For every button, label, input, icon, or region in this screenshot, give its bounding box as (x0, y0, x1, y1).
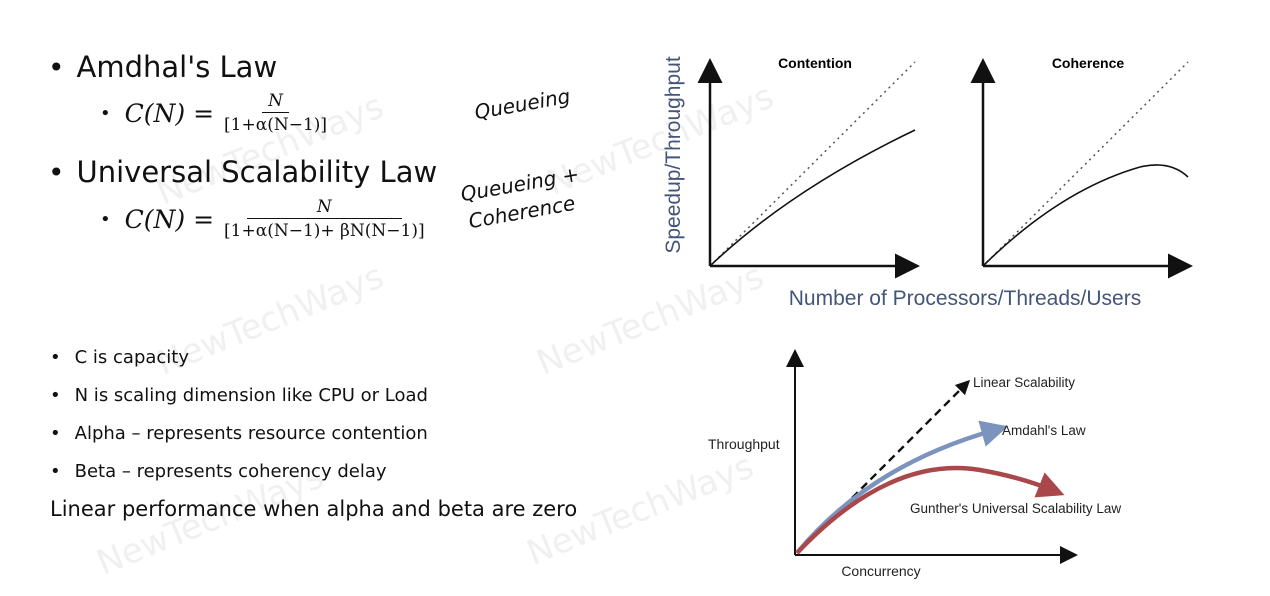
amdahl-law-title: Amdhal's Law (76, 50, 278, 84)
amdahl-fraction: N [1+α(N−1)] (224, 90, 327, 137)
definition-item: • N is scaling dimension like CPU or Load (50, 384, 428, 406)
definition-text: Beta – represents coherency delay (74, 460, 387, 482)
usl-label: Gunther's Universal Scalability Law (910, 501, 1121, 516)
amdahl-numerator: N (262, 90, 289, 113)
usl-fraction: N [1+α(N−1)+ βN(N−1)] (224, 196, 425, 243)
contention-linear-line (709, 61, 916, 267)
coherence-title: Coherence (1052, 55, 1125, 71)
amdahl-formula: • C(N) = N [1+α(N−1)] (100, 90, 328, 137)
usl-bullet: • Universal Scalability Law (48, 155, 438, 189)
coherence-curve (982, 164, 1189, 267)
usl-formula: • C(N) = N [1+α(N−1)+ βN(N−1)] (100, 196, 425, 243)
amdahl-arrow (795, 420, 1008, 555)
throughput-label: Throughput (708, 436, 780, 452)
definitions-list: • C is capacity • N is scaling dimension l… (50, 338, 428, 490)
amdahl-label: Amdahl's Law (1002, 423, 1086, 438)
note-queueing: Queueing (472, 83, 572, 125)
usl-arrow (795, 465, 1065, 555)
contention-title: Contention (778, 55, 852, 71)
definition-text: N is scaling dimension like CPU or Load (74, 384, 428, 406)
usl-title: Universal Scalability Law (76, 155, 438, 189)
usl-numerator: N (246, 196, 402, 219)
summary-text: Linear performance when alpha and beta a… (50, 497, 578, 521)
contention-curve (709, 129, 916, 267)
concurrency-label: Concurrency (841, 563, 920, 579)
amdahl-law-bullet: • Amdhal's Law (48, 50, 278, 84)
top-charts: Speedup/Throughput Contention Coherence … (662, 55, 1193, 310)
coherence-linear-line (982, 61, 1189, 267)
linear-scalability-label: Linear Scalability (973, 375, 1075, 390)
definition-item: • Alpha – represents resource contention (50, 422, 428, 444)
definition-text: Alpha – represents resource contention (74, 422, 428, 444)
amdahl-denominator: [1+α(N−1)] (224, 115, 328, 135)
definition-item: • Beta – represents coherency delay (50, 460, 387, 482)
usl-lhs: C(N) = (124, 205, 215, 234)
definition-item: • C is capacity (50, 346, 190, 368)
usl-comparison-chart: Linear Scalability Amdahl's Law Gunther'… (708, 349, 1121, 579)
top-ylabel: Speedup/Throughput (662, 56, 685, 253)
definition-text: C is capacity (74, 346, 190, 368)
usl-denominator: [1+α(N−1)+ βN(N−1)] (224, 221, 425, 241)
top-xlabel: Number of Processors/Threads/Users (789, 287, 1141, 310)
amdahl-lhs: C(N) = (124, 99, 215, 128)
